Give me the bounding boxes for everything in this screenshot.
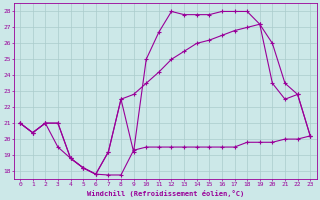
X-axis label: Windchill (Refroidissement éolien,°C): Windchill (Refroidissement éolien,°C) bbox=[86, 190, 244, 197]
